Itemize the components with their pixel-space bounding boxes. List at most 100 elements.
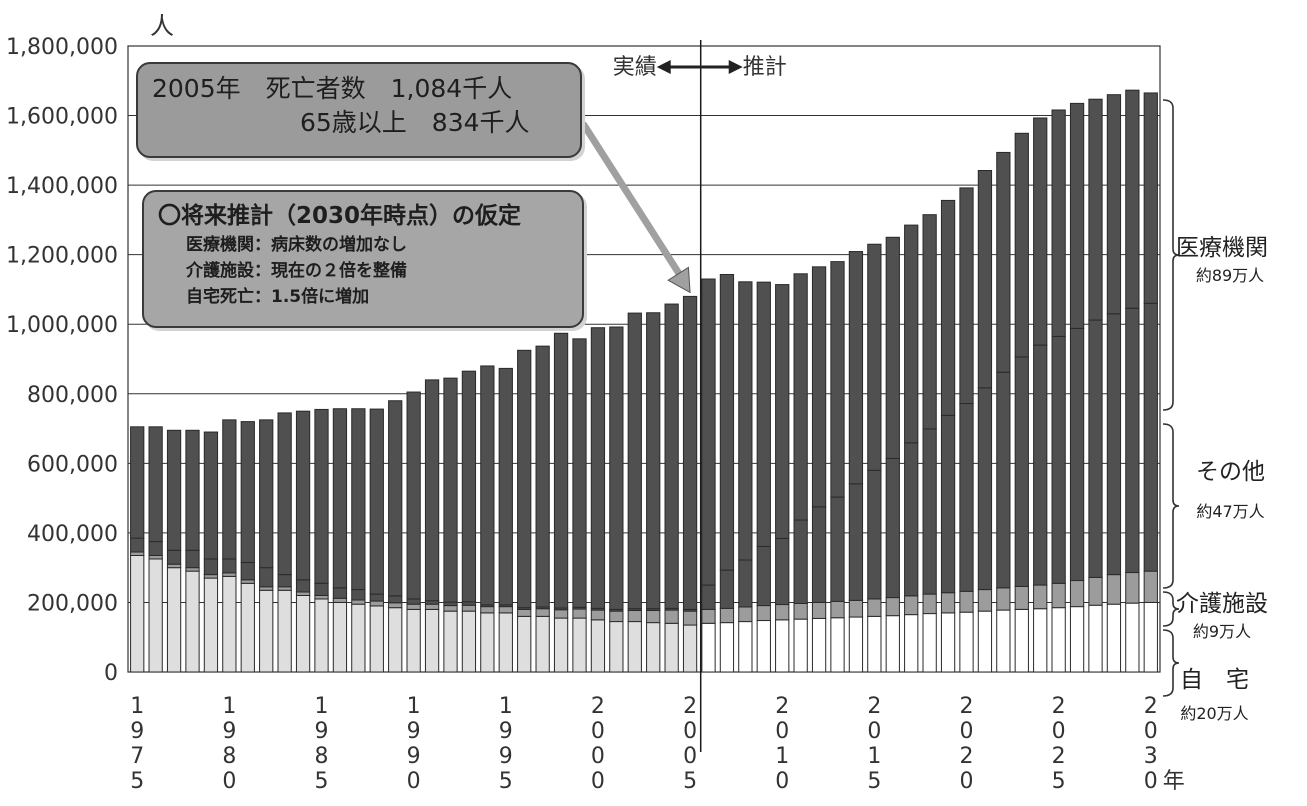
- bar-介護施設-1998: [553, 609, 569, 619]
- brace-care: [1162, 591, 1180, 627]
- bar-自宅-2008: [738, 621, 753, 673]
- bar-医療機関-2029: [1125, 307, 1140, 574]
- bar-医療機関-1976: [148, 541, 163, 556]
- bar-介護施設-1994: [480, 606, 495, 614]
- assumption-line-home: 自宅死亡：1.5倍に増加: [186, 287, 370, 307]
- bar-自宅-2018: [922, 613, 937, 673]
- bar-自宅-1979: [203, 577, 219, 673]
- bar-医療機関-2008: [738, 559, 753, 608]
- bar-自宅-2026: [1069, 606, 1085, 673]
- bar-介護施設-2024: [1033, 584, 1048, 610]
- bar-自宅-2021: [977, 610, 993, 673]
- bar-介護施設-2004: [664, 609, 679, 624]
- bar-医療機関-2009: [756, 545, 771, 607]
- bar-介護施設-2026: [1069, 580, 1085, 608]
- bar-介護施設-1977: [166, 563, 182, 569]
- bar-介護施設-1976: [148, 554, 163, 560]
- bar-医療機関-2017: [904, 442, 919, 597]
- bar-その他-1993: [461, 370, 477, 603]
- bar-自宅-2015: [867, 615, 882, 673]
- bar-その他-2017: [904, 224, 919, 444]
- bar-自宅-2003: [646, 622, 661, 673]
- bar-その他-2001: [609, 326, 624, 610]
- bar-介護施設-1990: [406, 603, 421, 610]
- bar-その他-2024: [1033, 117, 1048, 346]
- bar-介護施設-2027: [1088, 576, 1103, 606]
- actual-label: 実績: [613, 55, 657, 80]
- bar-医療機関-2023: [1014, 356, 1029, 587]
- bar-自宅-2024: [1033, 608, 1048, 673]
- bar-その他-1999: [572, 338, 587, 608]
- bar-介護施設-1996: [517, 608, 532, 617]
- bar-その他-2029: [1125, 89, 1140, 309]
- bar-その他-2021: [977, 170, 993, 389]
- bar-介護施設-2023: [1014, 585, 1029, 610]
- bar-介護施設-2002: [627, 609, 642, 623]
- bar-介護施設-2011: [793, 602, 808, 620]
- bar-介護施設-2020: [959, 590, 974, 613]
- brace-home: [1162, 629, 1180, 697]
- bar-自宅-2022: [996, 609, 1011, 673]
- bar-その他-2000: [590, 327, 606, 609]
- bar-介護施設-2010: [775, 604, 790, 621]
- label-home-value: 約20万人: [1180, 704, 1249, 723]
- bar-その他-2002: [627, 312, 642, 610]
- bar-自宅-1997: [535, 615, 550, 673]
- bar-介護施設-2003: [646, 609, 661, 624]
- label-home: 自 宅 約20万人: [1180, 664, 1249, 726]
- bar-その他-1984: [295, 410, 311, 581]
- bar-介護施設-2009: [756, 605, 771, 622]
- bar-介護施設-1987: [351, 599, 366, 605]
- bar-自宅-2010: [775, 619, 790, 673]
- bar-介護施設-2030: [1143, 570, 1158, 603]
- label-home-name: 自 宅: [1180, 667, 1249, 693]
- bar-医療機関-2016: [885, 457, 900, 599]
- bar-自宅-1993: [461, 610, 477, 673]
- bar-介護施設-2001: [609, 610, 624, 623]
- bar-自宅-1984: [295, 594, 311, 673]
- bar-その他-1988: [369, 408, 384, 595]
- death-stats-box: 2005年 死亡者数 1,084千人 65歳以上 834千人: [136, 62, 582, 158]
- bar-介護施設-1978: [185, 567, 200, 572]
- label-care-value: 約9万人: [1192, 622, 1252, 641]
- bar-介護施設-2005: [682, 610, 698, 626]
- overlay: 実績 推計: [580, 40, 1180, 752]
- bar-医療機関-1988: [369, 593, 384, 602]
- bar-医療機関-2021: [977, 387, 993, 591]
- bar-医療機関-2013: [830, 496, 845, 602]
- bar-その他-2026: [1069, 102, 1085, 329]
- bar-介護施設-1983: [277, 586, 292, 591]
- bar-介護施設-1975: [130, 551, 145, 556]
- bar-医療機関-1979: [203, 558, 219, 576]
- bar-介護施設-2017: [904, 595, 919, 616]
- bar-医療機関-2014: [848, 483, 864, 601]
- bar-その他-2028: [1106, 94, 1122, 315]
- y-tick-label: 1,600,000: [6, 105, 118, 130]
- y-tick-label: 0: [104, 661, 118, 686]
- label-other: その他 約47万人: [1196, 456, 1265, 524]
- y-tick-label: 200,000: [27, 591, 118, 616]
- bar-医療機関-2027: [1088, 319, 1103, 578]
- bar-介護施設-2012: [811, 601, 827, 619]
- bar-医療機関-1984: [295, 579, 311, 593]
- bar-その他-2011: [793, 273, 808, 521]
- bar-自宅-2011: [793, 618, 808, 673]
- stats-line1: 2005年 死亡者数 1,084千人: [152, 74, 513, 103]
- bar-医療機関-1982: [259, 567, 274, 588]
- bar-医療機関-1990: [406, 598, 421, 605]
- bar-医療機関-2028: [1106, 313, 1122, 576]
- bar-介護施設-2008: [738, 606, 753, 623]
- bar-医療機関-1986: [332, 587, 348, 599]
- bar-介護施設-2029: [1125, 572, 1140, 604]
- annotation-arrow-shaft: [580, 121, 686, 282]
- bar-その他-2009: [756, 281, 771, 547]
- bar-医療機関-2026: [1069, 327, 1085, 582]
- bar-介護施設-1991: [424, 603, 440, 610]
- bar-その他-2013: [830, 261, 845, 498]
- bar-その他-1996: [517, 349, 532, 609]
